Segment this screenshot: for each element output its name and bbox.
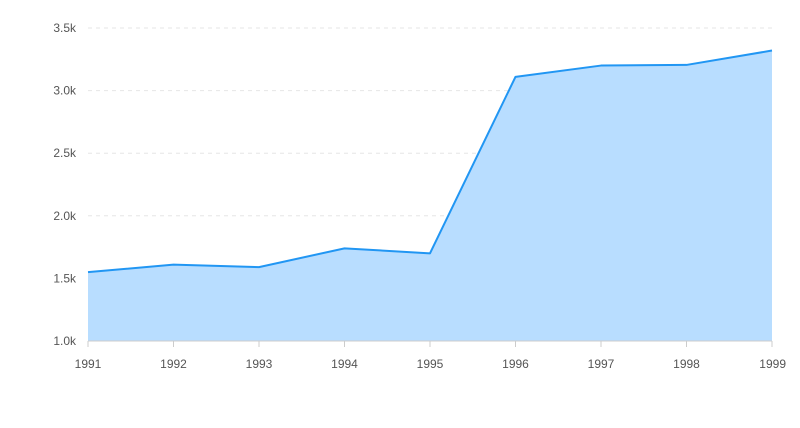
y-tick-label: 2.5k xyxy=(53,146,77,160)
y-axis: 1.0k 1.5k 2.0k 2.5k 3.0k 3.5k xyxy=(53,21,77,348)
x-axis: 1991 1992 1993 1994 1995 1996 1997 1998 1999 xyxy=(75,340,786,371)
y-tick-label: 3.0k xyxy=(53,84,77,98)
area-fill xyxy=(88,50,772,341)
x-tick-label: 1996 xyxy=(502,357,529,371)
x-tick-label: 1997 xyxy=(588,357,615,371)
x-tick-label: 1993 xyxy=(246,357,273,371)
y-tick-label: 3.5k xyxy=(53,21,77,35)
x-tick-label: 1991 xyxy=(75,357,102,371)
y-tick-label: 1.0k xyxy=(53,334,77,348)
x-tick-label: 1998 xyxy=(673,357,700,371)
x-tick-label: 1995 xyxy=(417,357,444,371)
area-series xyxy=(87,49,773,341)
x-tick-label: 1992 xyxy=(160,357,187,371)
y-tick-label: 1.5k xyxy=(53,271,77,285)
x-tick-label: 1999 xyxy=(759,357,786,371)
x-tick-label: 1994 xyxy=(331,357,358,371)
y-tick-label: 2.0k xyxy=(53,209,77,223)
